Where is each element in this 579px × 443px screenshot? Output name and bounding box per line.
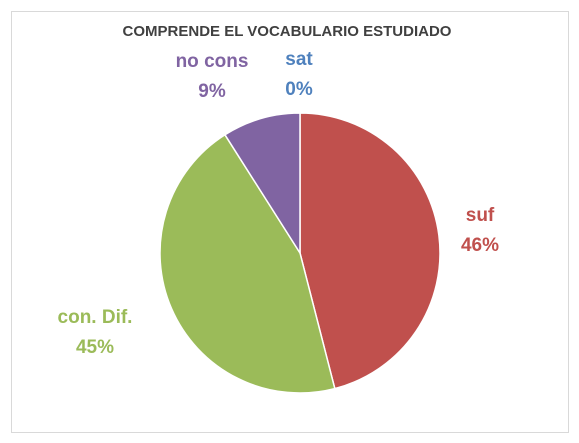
slice-label-value: 0%	[285, 79, 313, 100]
slice-label-name: no cons	[176, 51, 249, 72]
slice-label-value: 9%	[198, 81, 226, 102]
pie-slice	[159, 133, 336, 394]
pie-slice	[299, 112, 441, 390]
slice-label-value: 46%	[461, 235, 499, 256]
pie-slice	[223, 112, 301, 256]
slice-label-name: con. Dif.	[58, 307, 133, 328]
chart-title: COMPRENDE EL VOCABULARIO ESTUDIADO	[123, 23, 452, 40]
slice-label-value: 45%	[76, 337, 114, 358]
slice-label-name: sat	[285, 49, 313, 70]
slice-label-name: suf	[466, 205, 495, 226]
